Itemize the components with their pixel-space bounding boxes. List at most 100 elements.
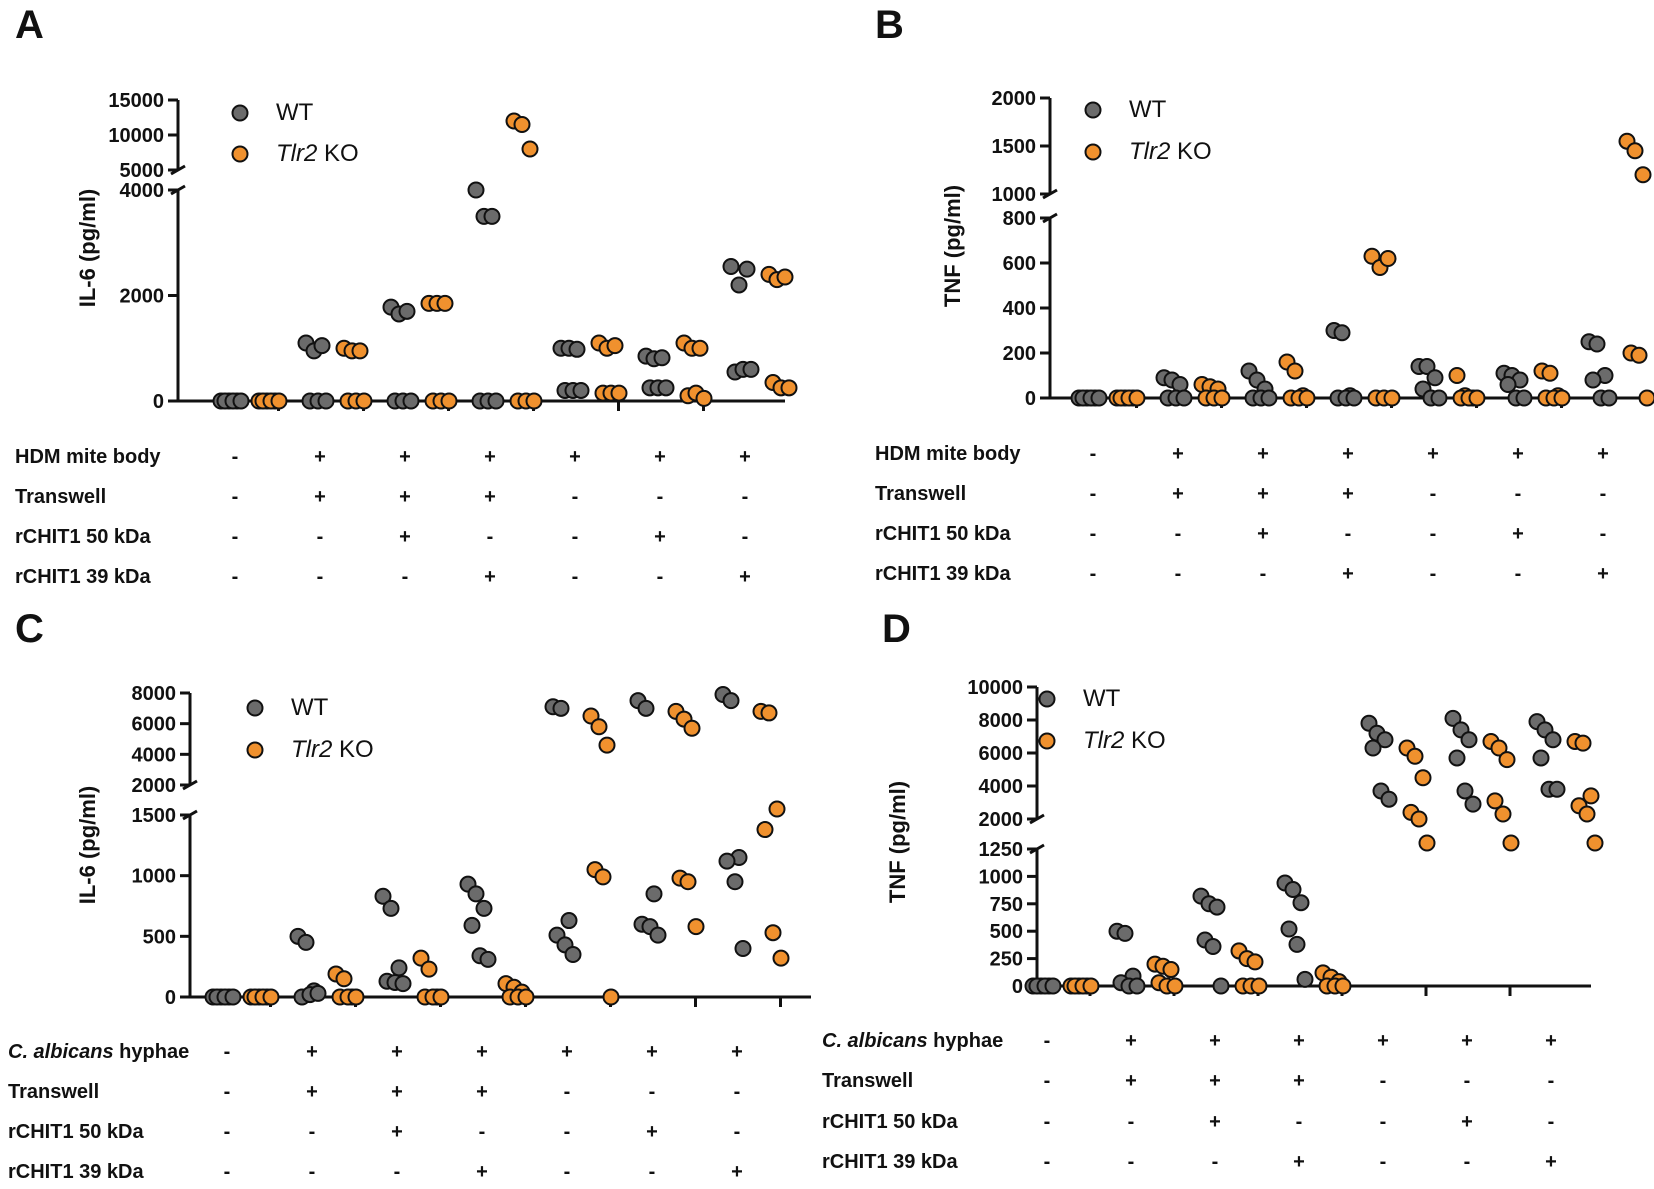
wt-point	[1280, 920, 1298, 938]
minus-sign: -	[1548, 1111, 1555, 1133]
wt-point	[1460, 731, 1478, 749]
minus-sign: -	[1090, 443, 1097, 465]
ko-point	[1490, 739, 1508, 757]
wt-point	[394, 975, 412, 993]
treatment-label: Transwell	[875, 483, 966, 505]
plus-sign: +	[391, 1081, 403, 1103]
ko-point	[1128, 389, 1146, 407]
minus-sign: -	[734, 1081, 741, 1103]
y-tick-label: 4000	[132, 744, 177, 766]
minus-sign: -	[317, 526, 324, 548]
wt-point	[487, 392, 505, 410]
y-tick-label: 400	[1003, 298, 1036, 320]
plus-sign: +	[1293, 1070, 1305, 1092]
y-tick-label: 1500	[992, 136, 1037, 158]
ko-point	[776, 268, 794, 286]
wt-point	[398, 302, 416, 320]
wt-point	[1364, 739, 1382, 757]
wt-point	[1426, 369, 1444, 387]
treatment-label: rCHIT1 39 kDa	[8, 1161, 144, 1183]
legend-ko-label: Tlr2 KO	[1129, 138, 1212, 165]
wt-point	[1532, 749, 1550, 767]
minus-sign: -	[572, 486, 579, 508]
minus-sign: -	[309, 1161, 316, 1183]
legend-ko-italic: Tlr2	[276, 140, 317, 167]
plus-sign: +	[1512, 443, 1524, 465]
y-tick-label: 0	[165, 987, 176, 1009]
wt-point	[467, 885, 485, 903]
plus-sign: +	[1172, 443, 1184, 465]
plus-sign: +	[569, 446, 581, 468]
plus-sign: +	[1342, 443, 1354, 465]
ko-point	[262, 988, 280, 1006]
plus-sign: +	[1293, 1151, 1305, 1173]
ko-point	[355, 392, 373, 410]
y-tick-label: 6000	[132, 714, 177, 736]
minus-sign: -	[1600, 523, 1607, 545]
plus-sign: +	[1342, 563, 1354, 585]
ko-point	[1574, 734, 1592, 752]
plus-sign: +	[1209, 1111, 1221, 1133]
treatment-label-suffix: hyphae	[928, 1030, 1004, 1052]
minus-sign: -	[1212, 1151, 1219, 1173]
minus-sign: -	[657, 486, 664, 508]
treatment-label: Transwell	[822, 1070, 913, 1092]
ko-point	[270, 392, 288, 410]
minus-sign: -	[1430, 563, 1437, 585]
wt-point	[1208, 898, 1226, 916]
minus-sign: -	[1260, 563, 1267, 585]
y-tick-label: 750	[990, 894, 1023, 916]
minus-sign: -	[1345, 523, 1352, 545]
y-tick-label: 0	[153, 391, 164, 413]
minus-sign: -	[232, 566, 239, 588]
ko-point	[1286, 362, 1304, 380]
treatment-label-italic: C. albicans	[822, 1030, 928, 1052]
wt-point	[1044, 977, 1062, 995]
y-axis-title: IL-6 (pg/ml)	[75, 189, 100, 308]
wt-point	[317, 392, 335, 410]
wt-point	[1499, 376, 1517, 393]
legend-wt-marker	[246, 699, 264, 717]
treatment-label: C. albicans hyphae	[822, 1030, 1003, 1052]
wt-point	[564, 946, 582, 964]
minus-sign: -	[1128, 1151, 1135, 1173]
ko-point	[1213, 389, 1231, 407]
plus-sign: +	[484, 486, 496, 508]
ko-point	[1414, 769, 1432, 787]
ko-point	[440, 392, 458, 410]
ko-point	[1626, 142, 1644, 160]
minus-sign: -	[232, 446, 239, 468]
minus-sign: -	[1090, 523, 1097, 545]
minus-sign: -	[479, 1121, 486, 1143]
y-tick-label: 2000	[132, 775, 177, 797]
panel-C: C 2000 4000 6000 8000 0 500 1000 1500 IL-6 (pg/ml…	[8, 607, 811, 1183]
ko-point	[687, 918, 705, 936]
plus-sign: +	[1545, 1030, 1557, 1052]
ko-point	[1582, 787, 1600, 805]
treatment-label: HDM mite body	[15, 446, 161, 468]
minus-sign: -	[1044, 1111, 1051, 1133]
ko-point	[598, 736, 616, 754]
minus-sign: -	[1044, 1151, 1051, 1173]
wt-point	[637, 699, 655, 717]
plus-sign: +	[654, 526, 666, 548]
ko-point	[1298, 389, 1316, 407]
ko-point	[1250, 977, 1268, 995]
y-tick-label: 1000	[992, 184, 1037, 206]
plus-sign: +	[731, 1041, 743, 1063]
ko-point	[594, 868, 612, 886]
minus-sign: -	[1296, 1111, 1303, 1133]
wt-point	[572, 381, 590, 399]
wt-point	[1430, 389, 1448, 407]
wt-point	[1464, 795, 1482, 813]
wt-point	[224, 988, 242, 1006]
minus-sign: -	[224, 1161, 231, 1183]
y-tick-label: 10000	[108, 125, 164, 147]
wt-point	[552, 699, 570, 717]
minus-sign: -	[224, 1121, 231, 1143]
treatment-label: Transwell	[15, 486, 106, 508]
minus-sign: -	[309, 1121, 316, 1143]
wt-point	[479, 950, 497, 968]
treatment-label-suffix: hyphae	[114, 1041, 190, 1063]
